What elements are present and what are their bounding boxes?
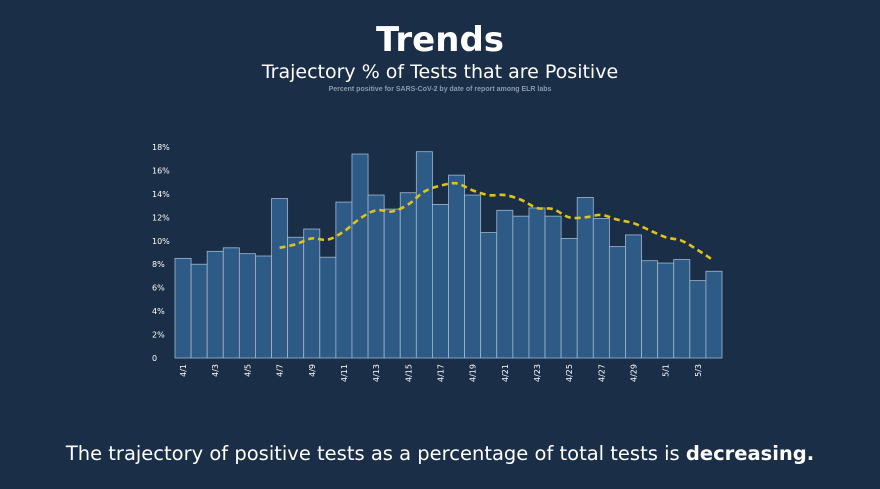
- x-tick-label: 4/19: [469, 364, 478, 382]
- bar: [480, 232, 498, 359]
- bar: [448, 174, 465, 359]
- y-tick-label: 18%: [152, 143, 170, 152]
- bar: [335, 201, 353, 359]
- y-tick-label: 14%: [152, 190, 170, 199]
- bar: [255, 255, 272, 359]
- bar: [206, 250, 224, 359]
- bar: [592, 218, 610, 359]
- x-tick-label: 4/5: [243, 364, 252, 377]
- x-tick-label: 4/11: [340, 364, 349, 382]
- bar: [512, 215, 530, 359]
- y-tick-label: 12%: [152, 213, 170, 222]
- bar: [464, 194, 482, 359]
- x-tick-label: 5/1: [662, 364, 671, 377]
- chart-subtitle: Trajectory % of Tests that are Positive: [261, 61, 619, 83]
- x-tick-label: 4/9: [308, 364, 317, 377]
- x-tick-label: 4/15: [404, 364, 413, 382]
- x-tick-label: 4/29: [630, 364, 639, 382]
- bar: [238, 253, 256, 359]
- x-axis-ticks: 4/1 4/3 4/5 4/7 4/9 4/11 4/13 4/15 4/17 4/19 4/21 4…: [179, 364, 703, 382]
- y-tick-label: 8%: [152, 260, 165, 269]
- bar: [351, 153, 369, 359]
- bar: [608, 246, 626, 359]
- summary-emphasis: decreasing.: [685, 442, 815, 465]
- x-tick-label: 4/7: [276, 364, 285, 377]
- x-tick-label: 4/3: [211, 364, 220, 377]
- x-tick-label: 4/13: [372, 364, 381, 382]
- bar: [319, 256, 337, 359]
- chart-note: Percent positive for SARS-CoV-2 by date …: [328, 86, 552, 93]
- bar: [271, 198, 289, 359]
- bar: [383, 208, 401, 359]
- y-tick-label: 2%: [152, 331, 165, 340]
- x-tick-label: 4/25: [565, 364, 574, 382]
- y-tick-label: 4%: [152, 307, 165, 316]
- bar: [415, 151, 433, 359]
- bar: [399, 192, 417, 359]
- x-tick-label: 4/21: [501, 364, 510, 382]
- x-tick-label: 5/3: [694, 364, 703, 377]
- bar: [641, 260, 659, 359]
- page-title: Trends: [375, 20, 505, 60]
- bar: [560, 238, 578, 359]
- y-tick-label: 6%: [152, 284, 165, 293]
- bar: [705, 270, 723, 359]
- x-tick-label: 4/27: [597, 364, 606, 382]
- bar-series: [174, 151, 723, 359]
- bar: [625, 234, 642, 359]
- bar: [303, 228, 321, 359]
- x-tick-label: 4/1: [179, 364, 188, 377]
- bar: [287, 236, 305, 359]
- y-tick-label: 16%: [152, 166, 170, 175]
- bar: [528, 207, 546, 359]
- y-tick-label: 10%: [152, 237, 170, 246]
- y-tick-label: 0: [152, 354, 157, 363]
- bar: [222, 247, 240, 359]
- bar: [657, 262, 675, 359]
- bar: [432, 204, 449, 359]
- bar: [496, 209, 514, 359]
- bar: [673, 259, 691, 359]
- bar: [544, 215, 562, 359]
- x-tick-label: 4/17: [436, 364, 445, 382]
- x-tick-label: 4/23: [533, 364, 542, 382]
- bar: [174, 257, 192, 359]
- y-axis-ticks: 0 2% 4% 6% 8% 10% 12% 14% 16% 18%: [152, 143, 170, 363]
- bar: [190, 263, 208, 359]
- bar: [367, 194, 385, 359]
- bar: [689, 280, 707, 359]
- summary-caption: The trajectory of positive tests as a pe…: [0, 440, 880, 468]
- bar: [576, 197, 594, 359]
- summary-text: The trajectory of positive tests as a pe…: [65, 442, 680, 465]
